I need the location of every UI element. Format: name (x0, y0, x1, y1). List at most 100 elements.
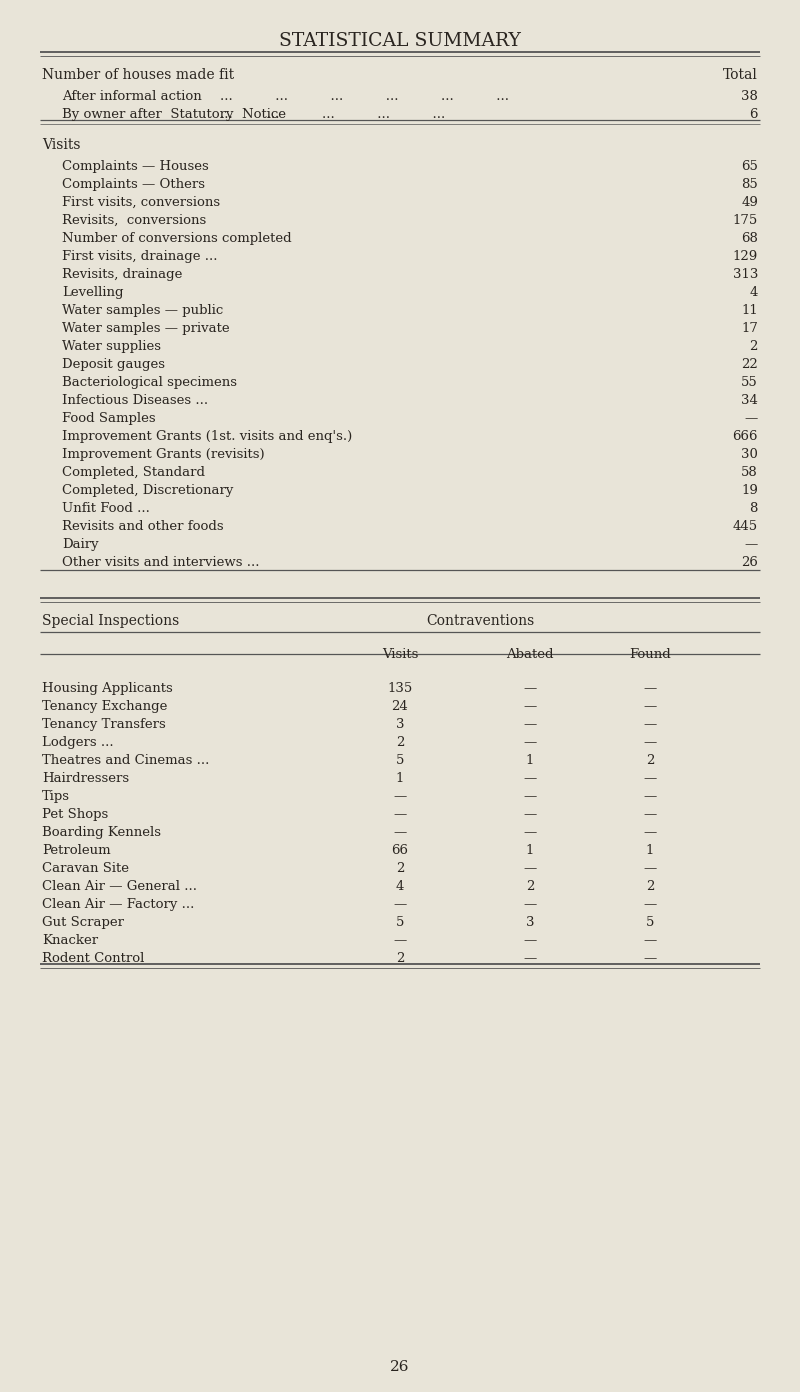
Text: —: — (523, 718, 537, 731)
Text: 2: 2 (526, 880, 534, 894)
Text: Clean Air — General ...: Clean Air — General ... (42, 880, 197, 894)
Text: —: — (643, 718, 657, 731)
Text: ...        ...          ...          ...          ...: ... ... ... ... ... (220, 109, 446, 121)
Text: Found: Found (629, 649, 671, 661)
Text: —: — (745, 537, 758, 551)
Text: 26: 26 (741, 555, 758, 569)
Text: 5: 5 (396, 916, 404, 928)
Text: Number of conversions completed: Number of conversions completed (62, 232, 292, 245)
Text: Improvement Grants (1st. visits and enq's.): Improvement Grants (1st. visits and enq'… (62, 430, 352, 443)
Text: 2: 2 (750, 340, 758, 354)
Text: —: — (523, 773, 537, 785)
Text: Complaints — Others: Complaints — Others (62, 178, 205, 191)
Text: —: — (523, 825, 537, 839)
Text: 49: 49 (741, 196, 758, 209)
Text: Tips: Tips (42, 791, 70, 803)
Text: Completed, Standard: Completed, Standard (62, 466, 205, 479)
Text: STATISTICAL SUMMARY: STATISTICAL SUMMARY (279, 32, 521, 50)
Text: Unfit Food ...: Unfit Food ... (62, 503, 150, 515)
Text: Visits: Visits (382, 649, 418, 661)
Text: 55: 55 (742, 376, 758, 388)
Text: —: — (643, 934, 657, 947)
Text: —: — (394, 791, 406, 803)
Text: 4: 4 (396, 880, 404, 894)
Text: Special Inspections: Special Inspections (42, 614, 179, 628)
Text: 129: 129 (733, 251, 758, 263)
Text: 2: 2 (646, 754, 654, 767)
Text: —: — (394, 934, 406, 947)
Text: Knacker: Knacker (42, 934, 98, 947)
Text: Hairdressers: Hairdressers (42, 773, 129, 785)
Text: —: — (643, 952, 657, 965)
Text: 65: 65 (741, 160, 758, 173)
Text: 66: 66 (391, 844, 409, 857)
Text: 34: 34 (741, 394, 758, 406)
Text: 26: 26 (390, 1360, 410, 1374)
Text: 38: 38 (741, 90, 758, 103)
Text: 6: 6 (750, 109, 758, 121)
Text: 5: 5 (396, 754, 404, 767)
Text: After informal action: After informal action (62, 90, 202, 103)
Text: Water samples — public: Water samples — public (62, 303, 223, 317)
Text: —: — (523, 736, 537, 749)
Text: 5: 5 (646, 916, 654, 928)
Text: 1: 1 (396, 773, 404, 785)
Text: 85: 85 (742, 178, 758, 191)
Text: 2: 2 (396, 862, 404, 876)
Text: Revisits, drainage: Revisits, drainage (62, 269, 182, 281)
Text: Revisits,  conversions: Revisits, conversions (62, 214, 206, 227)
Text: —: — (523, 952, 537, 965)
Text: —: — (643, 700, 657, 713)
Text: Housing Applicants: Housing Applicants (42, 682, 173, 695)
Text: —: — (643, 682, 657, 695)
Text: 313: 313 (733, 269, 758, 281)
Text: —: — (394, 898, 406, 910)
Text: Clean Air — Factory ...: Clean Air — Factory ... (42, 898, 194, 910)
Text: Deposit gauges: Deposit gauges (62, 358, 165, 372)
Text: —: — (745, 412, 758, 425)
Text: Water supplies: Water supplies (62, 340, 161, 354)
Text: Infectious Diseases ...: Infectious Diseases ... (62, 394, 208, 406)
Text: Pet Shops: Pet Shops (42, 807, 108, 821)
Text: 445: 445 (733, 521, 758, 533)
Text: 68: 68 (741, 232, 758, 245)
Text: 3: 3 (526, 916, 534, 928)
Text: 8: 8 (750, 503, 758, 515)
Text: Caravan Site: Caravan Site (42, 862, 129, 876)
Text: —: — (523, 791, 537, 803)
Text: Gut Scraper: Gut Scraper (42, 916, 124, 928)
Text: —: — (643, 862, 657, 876)
Text: 17: 17 (741, 322, 758, 335)
Text: Lodgers ...: Lodgers ... (42, 736, 114, 749)
Text: Abated: Abated (506, 649, 554, 661)
Text: —: — (643, 825, 657, 839)
Text: 666: 666 (733, 430, 758, 443)
Text: —: — (643, 773, 657, 785)
Text: 22: 22 (742, 358, 758, 372)
Text: Tenancy Transfers: Tenancy Transfers (42, 718, 166, 731)
Text: Complaints — Houses: Complaints — Houses (62, 160, 209, 173)
Text: —: — (394, 825, 406, 839)
Text: 4: 4 (750, 285, 758, 299)
Text: 175: 175 (733, 214, 758, 227)
Text: Boarding Kennels: Boarding Kennels (42, 825, 161, 839)
Text: Water samples — private: Water samples — private (62, 322, 230, 335)
Text: 3: 3 (396, 718, 404, 731)
Text: —: — (643, 791, 657, 803)
Text: 1: 1 (526, 754, 534, 767)
Text: Food Samples: Food Samples (62, 412, 156, 425)
Text: Other visits and interviews ...: Other visits and interviews ... (62, 555, 259, 569)
Text: —: — (523, 700, 537, 713)
Text: 2: 2 (396, 952, 404, 965)
Text: —: — (523, 807, 537, 821)
Text: —: — (394, 807, 406, 821)
Text: 11: 11 (742, 303, 758, 317)
Text: First visits, drainage ...: First visits, drainage ... (62, 251, 218, 263)
Text: 1: 1 (646, 844, 654, 857)
Text: 30: 30 (741, 448, 758, 461)
Text: Visits: Visits (42, 138, 81, 152)
Text: —: — (523, 934, 537, 947)
Text: 1: 1 (526, 844, 534, 857)
Text: —: — (523, 862, 537, 876)
Text: 2: 2 (646, 880, 654, 894)
